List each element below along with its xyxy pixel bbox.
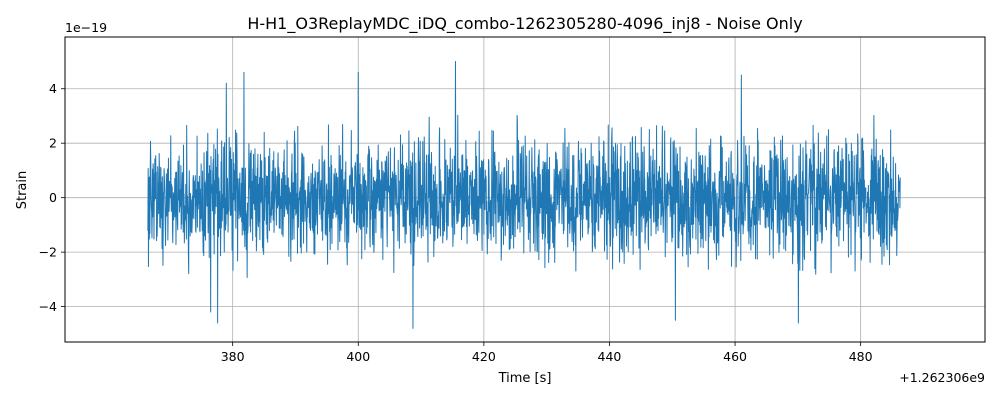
y-axis-label: Strain — [15, 171, 30, 210]
y-tick-label: −4 — [39, 299, 57, 314]
y-ticks: −4 −2 0 2 4 — [39, 81, 65, 314]
y-tick-label: 4 — [49, 81, 57, 96]
strain-series-line — [147, 61, 901, 329]
x-tick-label: 460 — [723, 349, 747, 364]
x-tick-label: 420 — [472, 349, 496, 364]
x-tick-label: 400 — [346, 349, 370, 364]
chart-title: H-H1_O3ReplayMDC_iDQ_combo-1262305280-40… — [247, 14, 802, 34]
x-tick-label: 380 — [221, 349, 245, 364]
series-layer — [147, 61, 901, 329]
x-offset-label: +1.262306e9 — [899, 370, 985, 385]
axes-frame — [64, 36, 986, 343]
y-tick-label: 2 — [49, 136, 57, 151]
x-tick-label: 440 — [598, 349, 622, 364]
y-scale-label: 1e−19 — [65, 20, 107, 35]
y-tick-label: −2 — [39, 245, 57, 260]
x-axis-label: Time [s] — [498, 371, 552, 386]
x-tick-label: 480 — [849, 349, 873, 364]
x-ticks: 380 400 420 440 460 480 — [221, 342, 873, 364]
y-tick-label: 0 — [49, 190, 57, 205]
